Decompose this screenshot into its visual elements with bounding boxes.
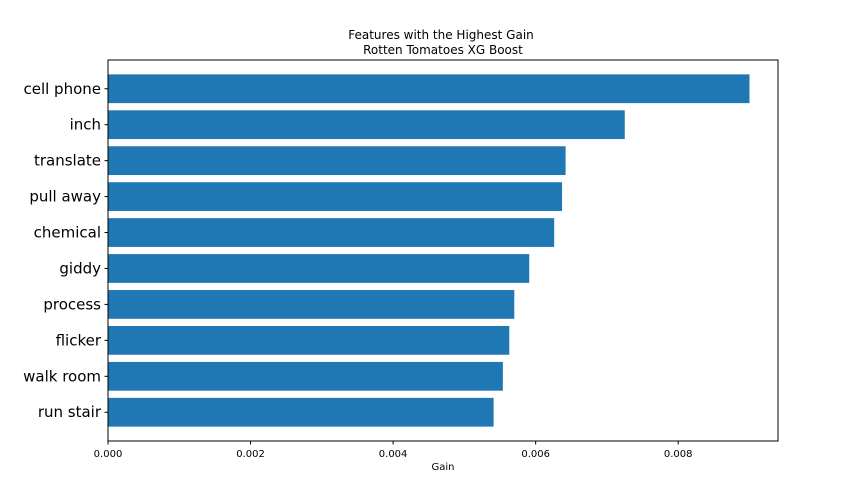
bar-walk-room — [108, 361, 503, 391]
y-tick-label: chemical — [34, 224, 101, 242]
y-tick-label: run stair — [38, 403, 102, 421]
plot-frame — [107, 59, 779, 442]
x-tick-label: 0.004 — [379, 449, 408, 460]
y-tick-label: walk room — [23, 367, 101, 385]
x-tick-label: 0.002 — [236, 449, 265, 460]
bar-run-stair — [108, 397, 494, 427]
bar-inch — [108, 110, 625, 140]
y-tick-label: flicker — [56, 331, 102, 349]
bar-giddy — [108, 254, 530, 283]
x-tick-label: 0.006 — [521, 449, 550, 460]
x-axis: 0.000 0.002 0.004 0.006 0.008 — [94, 441, 693, 460]
chart-title: Features with the Highest Gain — [348, 28, 534, 42]
y-axis: run stair walk room flicker process giddy che… — [23, 80, 108, 421]
bar-process — [108, 290, 515, 319]
x-tick-label: 0.000 — [94, 449, 123, 460]
bar-cell-phone — [108, 74, 750, 104]
y-tick-label: translate — [34, 152, 101, 170]
x-axis-label: Gain — [432, 462, 455, 473]
y-tick-label: inch — [70, 116, 101, 134]
bar-pull-away — [108, 182, 563, 211]
y-tick-label: giddy — [59, 259, 101, 277]
bar-chemical — [108, 218, 555, 247]
chart-subtitle: Rotten Tomatoes XG Boost — [363, 43, 523, 57]
x-tick-label: 0.008 — [664, 449, 693, 460]
bar-flicker — [108, 325, 510, 355]
y-tick-label: cell phone — [23, 80, 101, 98]
bars-group — [108, 74, 750, 427]
y-tick-label: process — [43, 295, 101, 313]
y-tick-label: pull away — [29, 188, 101, 206]
bar-translate — [108, 146, 566, 176]
